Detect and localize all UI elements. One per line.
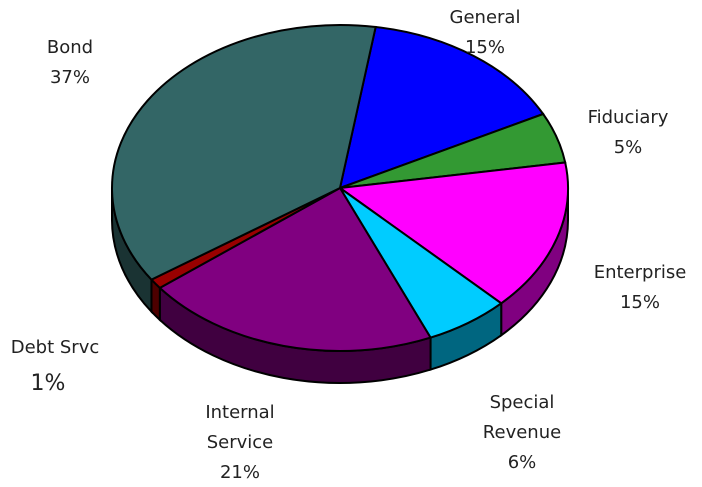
slice [337,161,569,305]
category-label: Special Revenue [482,392,562,443]
category-label: Internal Service [205,402,275,453]
slice-label: Debt Srvc 1% [0,333,120,399]
value-label: 15% [464,37,505,58]
value-label: 6% [507,452,537,473]
slice [158,186,433,352]
value-label: 21% [219,462,260,483]
value-label: 1% [30,371,66,396]
slice-label: Special Revenue 6% [467,388,577,478]
value-label: 15% [619,292,660,313]
slice-label: Bond 37% [15,33,125,93]
category-label: Bond [46,37,94,58]
category-label: Debt Srvc [10,337,100,358]
value-label: 5% [613,137,643,158]
slice-label: Fiduciary 5% [573,103,683,163]
category-label: General [449,7,521,28]
category-label: Enterprise [593,262,687,283]
slice [338,25,545,190]
value-label: 37% [49,67,90,88]
slice [111,24,377,281]
category-label: Fiduciary [587,107,669,128]
slice-label: General 15% [430,3,540,63]
slice-label: Enterprise 15% [585,258,695,318]
slice-label: Internal Service 21% [185,398,295,487]
